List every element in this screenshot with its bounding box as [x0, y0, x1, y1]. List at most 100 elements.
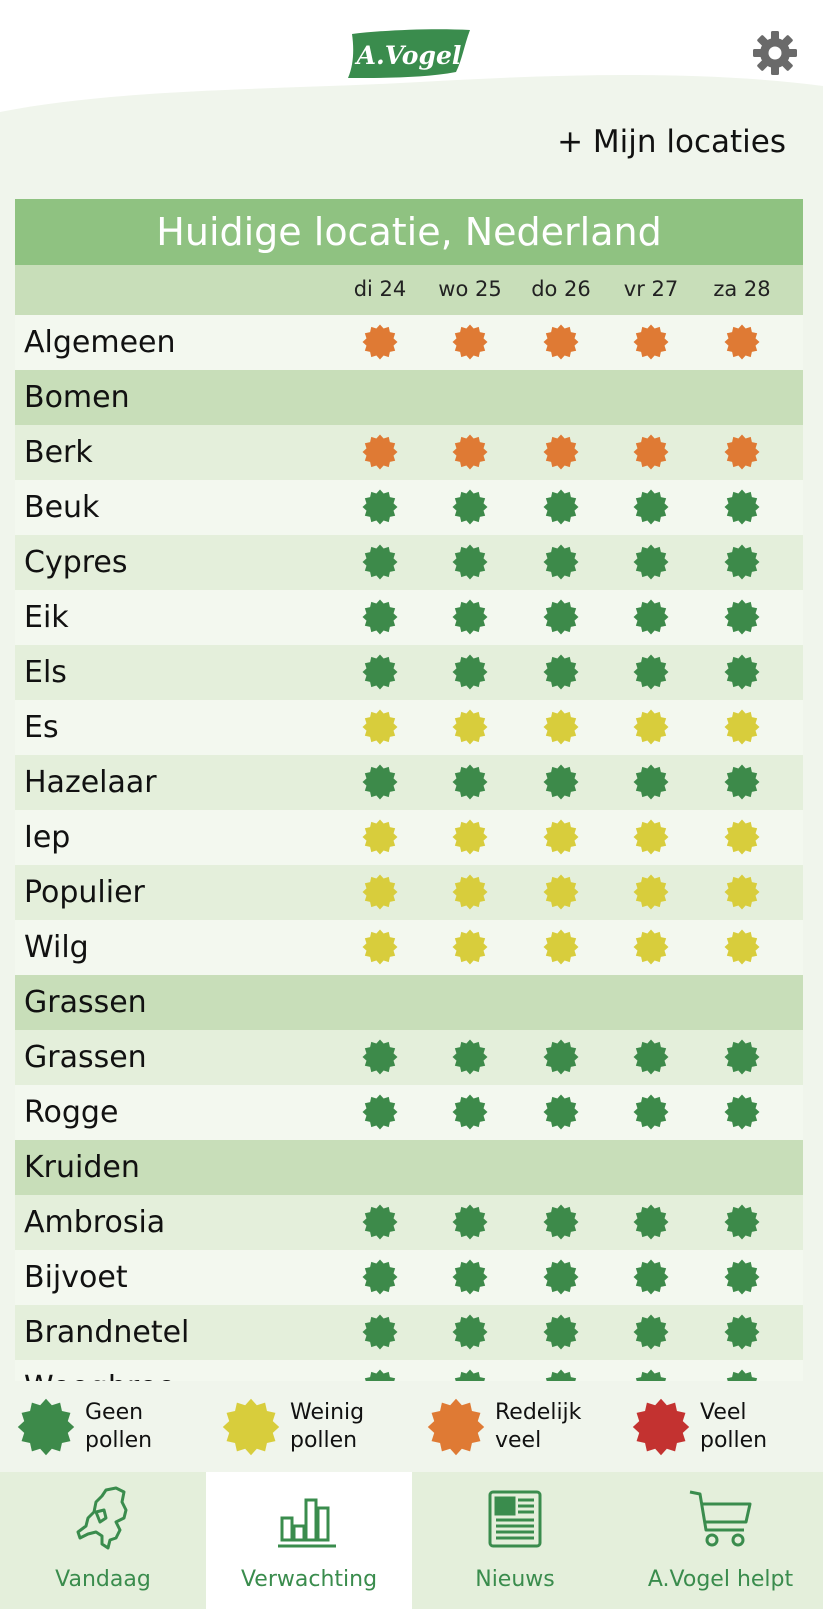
- pollen-level-redelijk-icon: [362, 324, 398, 360]
- pollen-level-redelijk-icon: [633, 434, 669, 470]
- pollen-row[interactable]: Algemeen: [15, 315, 803, 370]
- pollen-row[interactable]: Eik: [15, 590, 803, 645]
- avogel-logo: A.Vogel: [344, 28, 474, 80]
- pollen-level-geen-icon: [633, 1314, 669, 1350]
- pollen-level-geen-icon: [633, 544, 669, 580]
- day-label: do 26: [531, 277, 591, 301]
- pollen-level-geen-icon: [362, 489, 398, 525]
- pollen-level-geen-icon: [633, 1369, 669, 1381]
- my-locations-button[interactable]: + Mijn locaties: [557, 124, 786, 160]
- pollen-level-weinig-icon: [543, 874, 579, 910]
- pollen-level-geen-icon: [362, 1094, 398, 1130]
- category-row: Bomen: [15, 370, 803, 425]
- legend-text-line2: veel: [495, 1428, 542, 1453]
- tab-label: Vandaag: [55, 1567, 151, 1592]
- pollen-level-weinig-icon: [452, 929, 488, 965]
- pollen-row[interactable]: Ambrosia: [15, 1195, 803, 1250]
- pollen-level-geen-icon: [362, 1204, 398, 1240]
- pollen-level-weinig-icon: [724, 709, 760, 745]
- pollen-row[interactable]: Iep: [15, 810, 803, 865]
- pollen-level-geen-icon: [633, 1039, 669, 1075]
- tab-label: Nieuws: [475, 1567, 555, 1592]
- pollen-label: Iep: [24, 820, 71, 855]
- legend-text-line2: pollen: [700, 1428, 768, 1453]
- day-label: wo 25: [438, 277, 502, 301]
- pollen-level-geen-icon: [633, 599, 669, 635]
- pollen-level-weinig-icon: [362, 709, 398, 745]
- legend-text-line2: pollen: [85, 1428, 153, 1453]
- pollen-label: Cypres: [24, 545, 128, 580]
- pollen-level-redelijk-icon: [362, 434, 398, 470]
- tab-label: Verwachting: [240, 1567, 378, 1592]
- pollen-level-geen-icon: [633, 1259, 669, 1295]
- pollen-level-weinig-icon: [633, 819, 669, 855]
- pollen-level-geen-icon: [543, 1259, 579, 1295]
- pollen-level-geen-icon: [724, 764, 760, 800]
- pollen-level-weinig-icon: [452, 874, 488, 910]
- pollen-row[interactable]: Berk: [15, 425, 803, 480]
- pollen-level-geen-icon: [724, 544, 760, 580]
- pollen-row[interactable]: Bijvoet: [15, 1250, 803, 1305]
- pollen-row[interactable]: Cypres: [15, 535, 803, 590]
- pollen-row[interactable]: Wilg: [15, 920, 803, 975]
- pollen-level-geen-icon: [724, 1039, 760, 1075]
- pollen-row[interactable]: Hazelaar: [15, 755, 803, 810]
- tab-verwachting[interactable]: Verwachting: [206, 1472, 412, 1609]
- pollen-level-weinig-icon: [452, 709, 488, 745]
- pollen-level-geen-icon: [633, 764, 669, 800]
- category-label: Bomen: [24, 380, 130, 415]
- pollen-row[interactable]: Rogge: [15, 1085, 803, 1140]
- pollen-level-geen-icon: [452, 599, 488, 635]
- pollen-level-geen-icon: [633, 1204, 669, 1240]
- pollen-level-redelijk-icon: [724, 434, 760, 470]
- legend-text-line1: Veel: [700, 1400, 747, 1425]
- pollen-level-geen-icon: [452, 654, 488, 690]
- pollen-label: Es: [24, 710, 59, 745]
- pollen-level-weinig-icon: [543, 709, 579, 745]
- pollen-level-geen-icon: [362, 764, 398, 800]
- pollen-label: Berk: [24, 435, 93, 470]
- pollen-row[interactable]: Brandnetel: [15, 1305, 803, 1360]
- pollen-label: Brandnetel: [24, 1315, 190, 1350]
- legend-text-line2: pollen: [290, 1428, 358, 1453]
- pollen-row[interactable]: Es: [15, 700, 803, 755]
- pollen-level-geen-icon: [452, 1314, 488, 1350]
- pollen-level-weinig-icon: [724, 819, 760, 855]
- pollen-label: Els: [24, 655, 67, 690]
- pollen-level-geen-icon: [452, 1259, 488, 1295]
- pollen-level-geen-icon: [362, 1314, 398, 1350]
- pollen-level-geen-icon: [362, 1369, 398, 1381]
- pollen-level-geen-icon: [633, 1094, 669, 1130]
- pollen-row[interactable]: Grassen: [15, 1030, 803, 1085]
- tab-a-vogel-helpt[interactable]: A.Vogel helpt: [618, 1472, 823, 1609]
- pollen-row[interactable]: Weegbree: [15, 1360, 803, 1381]
- pollen-level-geen-icon: [543, 1369, 579, 1381]
- legend-geen-star-icon: [17, 1398, 75, 1456]
- settings-gear-icon[interactable]: [752, 30, 798, 76]
- pollen-level-geen-icon: [452, 489, 488, 525]
- pollen-level-geen-icon: [362, 599, 398, 635]
- tab-nieuws[interactable]: Nieuws: [412, 1472, 618, 1609]
- category-label: Grassen: [24, 985, 147, 1020]
- pollen-label: Rogge: [24, 1095, 119, 1130]
- pollen-row[interactable]: Populier: [15, 865, 803, 920]
- pollen-level-weinig-icon: [452, 819, 488, 855]
- legend-redelijk-star-icon: [427, 1398, 485, 1456]
- pollen-level-geen-icon: [543, 764, 579, 800]
- pollen-level-geen-icon: [543, 654, 579, 690]
- pollen-level-redelijk-icon: [543, 324, 579, 360]
- pollen-level-geen-icon: [362, 654, 398, 690]
- bar-chart-icon: [272, 1482, 346, 1556]
- category-row: Kruiden: [15, 1140, 803, 1195]
- pollen-label: Wilg: [24, 930, 89, 965]
- pollen-level-redelijk-icon: [452, 434, 488, 470]
- pollen-level-geen-icon: [724, 654, 760, 690]
- legend-weinig-star-icon: [222, 1398, 280, 1456]
- pollen-level-redelijk-icon: [724, 324, 760, 360]
- logo-text: A.Vogel: [356, 40, 462, 70]
- pollen-row[interactable]: Els: [15, 645, 803, 700]
- pollen-row[interactable]: Beuk: [15, 480, 803, 535]
- tab-vandaag[interactable]: Vandaag: [0, 1472, 206, 1609]
- pollen-level-weinig-icon: [362, 929, 398, 965]
- pollen-level-weinig-icon: [543, 819, 579, 855]
